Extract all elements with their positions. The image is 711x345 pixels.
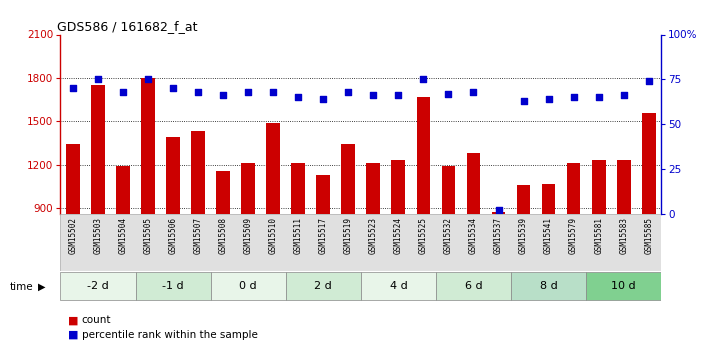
Bar bbox=[442, 166, 455, 338]
Text: GSM15583: GSM15583 bbox=[619, 217, 629, 254]
Point bbox=[643, 78, 654, 84]
Text: 0 d: 0 d bbox=[240, 282, 257, 291]
Bar bbox=[210, 273, 286, 300]
Bar bbox=[466, 153, 481, 338]
Text: ■: ■ bbox=[68, 315, 78, 325]
Bar bbox=[60, 273, 136, 300]
Bar bbox=[642, 112, 656, 338]
Text: GSM15534: GSM15534 bbox=[469, 217, 478, 254]
Bar bbox=[491, 213, 506, 338]
Text: GSM15525: GSM15525 bbox=[419, 217, 428, 254]
Point bbox=[368, 93, 379, 98]
Bar bbox=[341, 145, 356, 338]
Point bbox=[218, 93, 229, 98]
Point bbox=[418, 77, 429, 82]
Text: GSM15524: GSM15524 bbox=[394, 217, 403, 254]
Text: GSM15505: GSM15505 bbox=[144, 217, 153, 254]
Bar bbox=[191, 131, 205, 338]
Text: GSM15509: GSM15509 bbox=[244, 217, 252, 254]
Bar bbox=[517, 185, 530, 338]
Text: -2 d: -2 d bbox=[87, 282, 109, 291]
Text: GSM15537: GSM15537 bbox=[494, 217, 503, 254]
Bar bbox=[66, 145, 80, 338]
Text: GSM15510: GSM15510 bbox=[269, 217, 278, 254]
Point bbox=[618, 93, 629, 98]
Bar bbox=[511, 273, 586, 300]
Point bbox=[518, 98, 529, 104]
Text: GSM15585: GSM15585 bbox=[644, 217, 653, 254]
Point bbox=[167, 86, 178, 91]
Text: GSM15508: GSM15508 bbox=[219, 217, 228, 254]
Bar bbox=[316, 175, 330, 338]
Text: percentile rank within the sample: percentile rank within the sample bbox=[82, 330, 257, 339]
Text: count: count bbox=[82, 315, 111, 325]
Bar bbox=[116, 166, 130, 338]
Text: 8 d: 8 d bbox=[540, 282, 557, 291]
Point bbox=[543, 96, 555, 102]
Point bbox=[92, 77, 104, 82]
Text: 4 d: 4 d bbox=[390, 282, 407, 291]
Bar bbox=[586, 273, 661, 300]
Text: GDS586 / 161682_f_at: GDS586 / 161682_f_at bbox=[58, 20, 198, 33]
Point bbox=[568, 95, 579, 100]
Bar bbox=[436, 273, 511, 300]
Point bbox=[292, 95, 304, 100]
Text: GSM15506: GSM15506 bbox=[169, 217, 178, 254]
Text: time: time bbox=[9, 282, 33, 292]
Bar bbox=[216, 171, 230, 338]
Text: GSM15504: GSM15504 bbox=[119, 217, 127, 254]
Text: 6 d: 6 d bbox=[465, 282, 482, 291]
Bar bbox=[286, 273, 360, 300]
Text: GSM15523: GSM15523 bbox=[369, 217, 378, 254]
Text: GSM15502: GSM15502 bbox=[68, 217, 77, 254]
Text: GSM15539: GSM15539 bbox=[519, 217, 528, 254]
Point bbox=[242, 89, 254, 95]
Bar bbox=[417, 97, 430, 338]
Text: GSM15541: GSM15541 bbox=[544, 217, 553, 254]
Bar bbox=[267, 123, 280, 338]
Bar bbox=[567, 162, 580, 338]
Point bbox=[493, 208, 504, 213]
Point bbox=[142, 77, 154, 82]
Text: GSM15517: GSM15517 bbox=[319, 217, 328, 254]
Text: GSM15503: GSM15503 bbox=[93, 217, 102, 254]
Text: GSM15507: GSM15507 bbox=[193, 217, 203, 254]
Point bbox=[267, 89, 279, 95]
Text: ■: ■ bbox=[68, 330, 78, 339]
Bar bbox=[91, 85, 105, 338]
Point bbox=[468, 89, 479, 95]
Text: GSM15532: GSM15532 bbox=[444, 217, 453, 254]
Bar bbox=[166, 137, 180, 338]
Bar bbox=[292, 162, 305, 338]
Point bbox=[593, 95, 604, 100]
Text: -1 d: -1 d bbox=[162, 282, 184, 291]
Bar bbox=[136, 273, 210, 300]
Bar bbox=[592, 160, 606, 338]
Bar bbox=[366, 162, 380, 338]
Text: GSM15579: GSM15579 bbox=[569, 217, 578, 254]
Point bbox=[392, 93, 404, 98]
Text: ▶: ▶ bbox=[38, 282, 46, 292]
Bar bbox=[392, 160, 405, 338]
Bar bbox=[141, 78, 155, 338]
Text: GSM15581: GSM15581 bbox=[594, 217, 603, 254]
Point bbox=[193, 89, 204, 95]
Point bbox=[68, 86, 79, 91]
Bar bbox=[360, 273, 436, 300]
Point bbox=[117, 89, 129, 95]
Text: GSM15519: GSM15519 bbox=[344, 217, 353, 254]
Bar bbox=[542, 184, 555, 338]
Point bbox=[318, 96, 329, 102]
Point bbox=[343, 89, 354, 95]
Text: 10 d: 10 d bbox=[611, 282, 636, 291]
Text: 2 d: 2 d bbox=[314, 282, 332, 291]
Bar bbox=[241, 162, 255, 338]
Point bbox=[443, 91, 454, 97]
Text: GSM15511: GSM15511 bbox=[294, 217, 303, 254]
Bar bbox=[617, 160, 631, 338]
